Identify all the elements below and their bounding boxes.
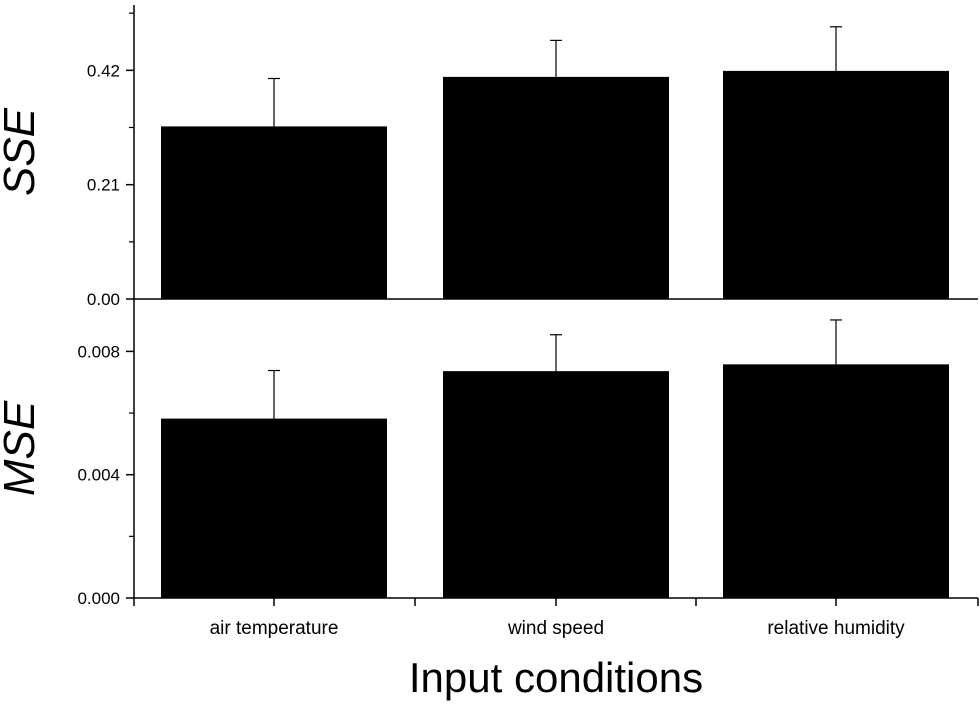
y-axis-title-sse: SSE bbox=[0, 107, 44, 196]
bar-mse-0 bbox=[161, 418, 387, 598]
bar-sse-1 bbox=[443, 76, 669, 299]
x-tick-label-2: relative humidity bbox=[767, 618, 905, 639]
y-tick-label-sse-2: 0.42 bbox=[87, 61, 120, 80]
y-tick-label-mse-2: 0.008 bbox=[77, 342, 120, 361]
y-tick-label-mse-1: 0.004 bbox=[77, 466, 120, 485]
y-tick-label-sse-1: 0.21 bbox=[87, 176, 120, 195]
bar-mse-2 bbox=[723, 364, 949, 598]
y-tick-label-sse-0: 0.00 bbox=[87, 290, 120, 309]
y-axis-title-mse: MSE bbox=[0, 400, 44, 496]
x-tick-label-0: air temperature bbox=[210, 618, 339, 639]
bar-sse-2 bbox=[723, 70, 949, 299]
bar-sse-0 bbox=[161, 126, 387, 300]
x-tick-label-1: wind speed bbox=[507, 618, 604, 639]
bar-mse-1 bbox=[443, 371, 669, 598]
y-tick-label-mse-0: 0.000 bbox=[77, 589, 120, 608]
x-axis-title: Input conditions bbox=[409, 654, 703, 701]
